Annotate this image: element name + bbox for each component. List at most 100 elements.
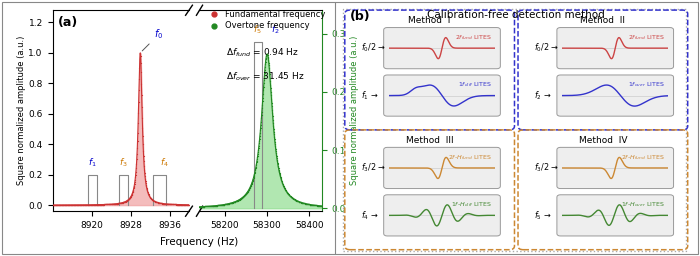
Point [305, 202, 316, 207]
Point [139, 164, 150, 168]
Point [143, 192, 154, 196]
Point [262, 53, 273, 57]
Text: (b): (b) [350, 10, 371, 23]
Point [225, 201, 237, 205]
Point [293, 200, 304, 204]
Point [312, 204, 323, 208]
Point [216, 203, 228, 207]
Point [258, 88, 269, 92]
Point [213, 203, 224, 207]
Point [55, 203, 66, 207]
Point [226, 201, 237, 205]
Point [57, 203, 69, 207]
Point [276, 178, 287, 183]
Point [160, 202, 171, 206]
Point [139, 174, 150, 178]
Point [134, 52, 146, 56]
Point [58, 203, 69, 207]
Point [259, 74, 270, 78]
Point [281, 189, 292, 193]
Point [214, 203, 225, 207]
Point [268, 124, 279, 128]
Point [200, 204, 211, 208]
Point [115, 201, 126, 205]
Point [232, 198, 244, 202]
Point [73, 203, 84, 207]
Point [98, 202, 109, 207]
Point [162, 202, 174, 206]
Point [239, 194, 250, 198]
Point [297, 201, 308, 205]
Point [265, 93, 276, 98]
Point [113, 201, 124, 206]
Point [78, 203, 90, 207]
Point [278, 184, 289, 188]
Point [152, 200, 163, 205]
Point [209, 204, 220, 208]
Point [198, 205, 209, 209]
Point [221, 202, 232, 206]
FancyBboxPatch shape [557, 75, 673, 116]
Point [258, 92, 269, 96]
Point [241, 191, 252, 195]
Point [72, 203, 83, 207]
Point [294, 200, 305, 204]
Point [295, 200, 307, 205]
Point [213, 203, 224, 207]
Text: (a): (a) [58, 16, 78, 29]
Point [209, 204, 220, 208]
Point [257, 99, 268, 103]
Point [160, 202, 172, 206]
Point [142, 191, 153, 195]
Point [111, 202, 122, 206]
Point [303, 202, 314, 206]
Point [262, 55, 274, 59]
Point [83, 203, 94, 207]
Point [70, 203, 81, 207]
Point [195, 205, 206, 209]
Point [292, 199, 303, 203]
Point [101, 202, 112, 207]
Point [314, 204, 326, 208]
Point [75, 203, 86, 207]
Point [74, 203, 85, 207]
Point [120, 199, 131, 204]
Point [199, 205, 210, 209]
Point [316, 204, 328, 208]
Point [57, 203, 68, 207]
Point [100, 202, 111, 207]
Point [58, 203, 69, 207]
Point [315, 204, 326, 208]
Point [131, 162, 142, 166]
Point [195, 205, 206, 209]
Point [254, 136, 265, 141]
Point [232, 198, 244, 202]
Point [106, 202, 117, 206]
Point [69, 203, 80, 207]
Point [116, 201, 127, 205]
Point [274, 170, 285, 174]
Point [74, 203, 85, 207]
Point [220, 202, 231, 206]
Point [223, 202, 234, 206]
Point [79, 203, 90, 207]
Text: $f_2$ →: $f_2$ → [534, 89, 552, 102]
Point [182, 203, 193, 207]
Point [134, 66, 145, 70]
Point [92, 202, 104, 207]
Point [79, 203, 90, 207]
Point [293, 199, 304, 203]
Point [230, 199, 241, 204]
Point [118, 200, 130, 204]
Point [196, 205, 207, 209]
Point [268, 127, 279, 131]
Point [126, 193, 137, 197]
Point [91, 203, 102, 207]
Point [282, 191, 293, 195]
Point [125, 196, 136, 200]
Point [97, 202, 108, 207]
Point [219, 202, 230, 207]
Point [264, 69, 275, 73]
Point [62, 203, 74, 207]
Point [155, 201, 166, 205]
